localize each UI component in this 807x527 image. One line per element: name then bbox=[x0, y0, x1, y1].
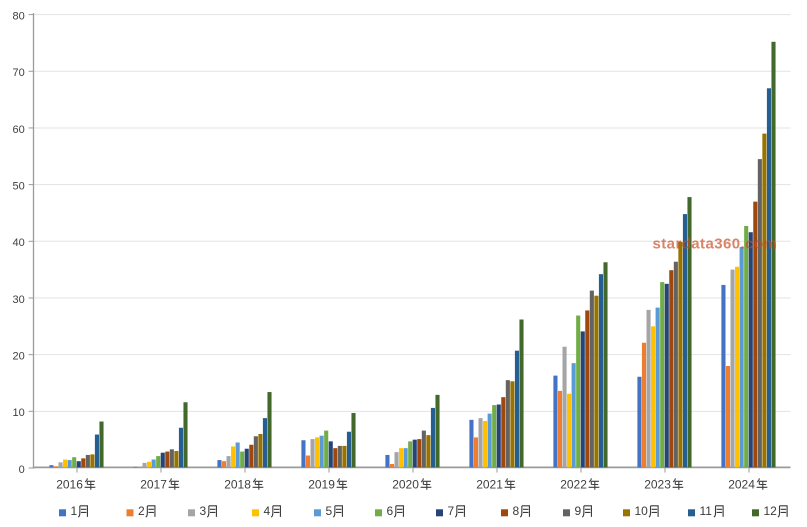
svg-text:60: 60 bbox=[13, 124, 25, 136]
svg-text:20: 20 bbox=[13, 351, 25, 363]
svg-text:10: 10 bbox=[13, 407, 25, 419]
svg-text:70: 70 bbox=[13, 67, 25, 79]
svg-text:0: 0 bbox=[19, 464, 25, 476]
svg-text:2017: 2017 bbox=[140, 478, 167, 492]
svg-text:10: 10 bbox=[635, 504, 649, 518]
svg-text:4: 4 bbox=[264, 504, 271, 518]
svg-text:11: 11 bbox=[700, 504, 713, 518]
svg-text:1: 1 bbox=[71, 504, 78, 518]
svg-text:7: 7 bbox=[448, 504, 455, 518]
svg-text:2018: 2018 bbox=[224, 478, 251, 492]
svg-text:12: 12 bbox=[764, 504, 778, 518]
svg-text:2020: 2020 bbox=[392, 478, 419, 492]
svg-text:2: 2 bbox=[138, 504, 145, 518]
svg-text:6: 6 bbox=[387, 504, 394, 518]
svg-text:2019: 2019 bbox=[308, 478, 335, 492]
svg-text:8: 8 bbox=[513, 504, 520, 518]
svg-text:5: 5 bbox=[326, 504, 333, 518]
svg-text:80: 80 bbox=[13, 11, 25, 23]
svg-text:30: 30 bbox=[13, 294, 25, 306]
svg-text:3: 3 bbox=[200, 504, 207, 518]
svg-text:2016: 2016 bbox=[56, 478, 83, 492]
svg-text:2021: 2021 bbox=[476, 478, 503, 492]
svg-text:2024: 2024 bbox=[728, 478, 755, 492]
svg-text:2022: 2022 bbox=[560, 478, 587, 492]
svg-text:9: 9 bbox=[575, 504, 582, 518]
svg-text:stardata360.com: stardata360.com bbox=[653, 236, 778, 253]
svg-text:40: 40 bbox=[13, 237, 25, 249]
svg-text:50: 50 bbox=[13, 181, 25, 193]
svg-text:2023: 2023 bbox=[644, 478, 671, 492]
